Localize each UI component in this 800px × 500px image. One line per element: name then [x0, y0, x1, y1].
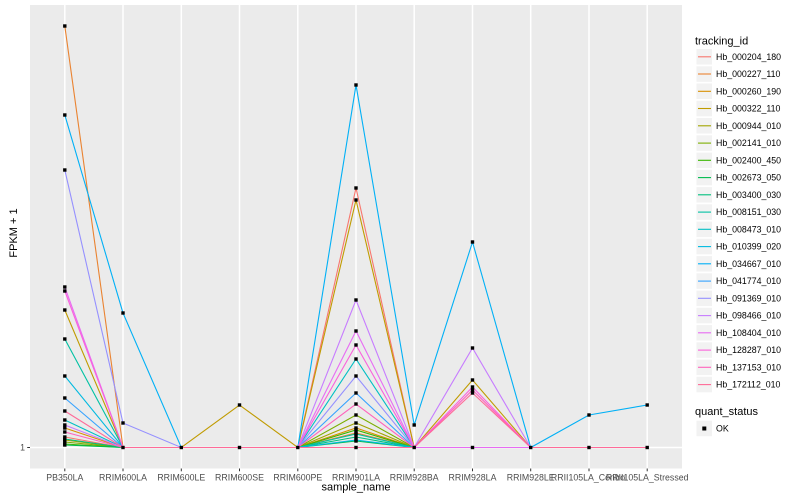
svg-text:RRIM600LA: RRIM600LA	[99, 473, 147, 483]
svg-text:Hb_098466_010: Hb_098466_010	[716, 311, 781, 321]
svg-text:Hb_034667_010: Hb_034667_010	[716, 259, 781, 269]
svg-text:Hb_128287_010: Hb_128287_010	[716, 345, 781, 355]
svg-text:Hb_008473_010: Hb_008473_010	[716, 224, 781, 234]
svg-text:Hb_003400_030: Hb_003400_030	[716, 190, 781, 200]
svg-text:Hb_002673_050: Hb_002673_050	[716, 173, 781, 183]
svg-text:Hb_000227_110: Hb_000227_110	[716, 69, 781, 79]
svg-text:Hb_002400_450: Hb_002400_450	[716, 155, 781, 165]
svg-text:OK: OK	[716, 424, 729, 434]
svg-text:1: 1	[20, 443, 25, 453]
svg-text:FPKM + 1: FPKM + 1	[8, 208, 20, 257]
svg-text:RRII105LA_Stressed: RRII105LA_Stressed	[606, 473, 689, 483]
svg-text:quant_status: quant_status	[695, 406, 758, 418]
svg-text:Hb_010399_020: Hb_010399_020	[716, 242, 781, 252]
svg-text:Hb_137153_010: Hb_137153_010	[716, 362, 781, 372]
svg-text:Hb_041774_010: Hb_041774_010	[716, 276, 781, 286]
svg-text:sample_name: sample_name	[321, 482, 390, 494]
svg-text:Hb_000260_190: Hb_000260_190	[716, 86, 781, 96]
svg-text:RRIM901LA: RRIM901LA	[332, 473, 380, 483]
svg-text:Hb_000322_110: Hb_000322_110	[716, 104, 781, 114]
svg-text:Hb_091369_010: Hb_091369_010	[716, 293, 781, 303]
svg-text:RRIM928LE: RRIM928LE	[507, 473, 555, 483]
svg-text:PB350LA: PB350LA	[46, 473, 83, 483]
svg-text:RRIM928LA: RRIM928LA	[449, 473, 497, 483]
svg-text:Hb_108404_010: Hb_108404_010	[716, 328, 781, 338]
svg-text:RRIM600PE: RRIM600PE	[273, 473, 322, 483]
svg-text:Hb_008151_030: Hb_008151_030	[716, 207, 781, 217]
svg-text:Hb_000944_010: Hb_000944_010	[716, 121, 781, 131]
svg-text:RRIM600LE: RRIM600LE	[157, 473, 205, 483]
svg-text:RRIM928BA: RRIM928BA	[390, 473, 439, 483]
svg-text:RRII105LA_Control: RRII105LA_Control	[551, 473, 627, 483]
svg-text:Hb_002141_010: Hb_002141_010	[716, 138, 781, 148]
svg-text:Hb_000204_180: Hb_000204_180	[716, 52, 781, 62]
svg-text:Hb_172112_010: Hb_172112_010	[716, 380, 781, 390]
svg-text:tracking_id: tracking_id	[695, 36, 748, 48]
svg-text:RRIM600SE: RRIM600SE	[215, 473, 264, 483]
